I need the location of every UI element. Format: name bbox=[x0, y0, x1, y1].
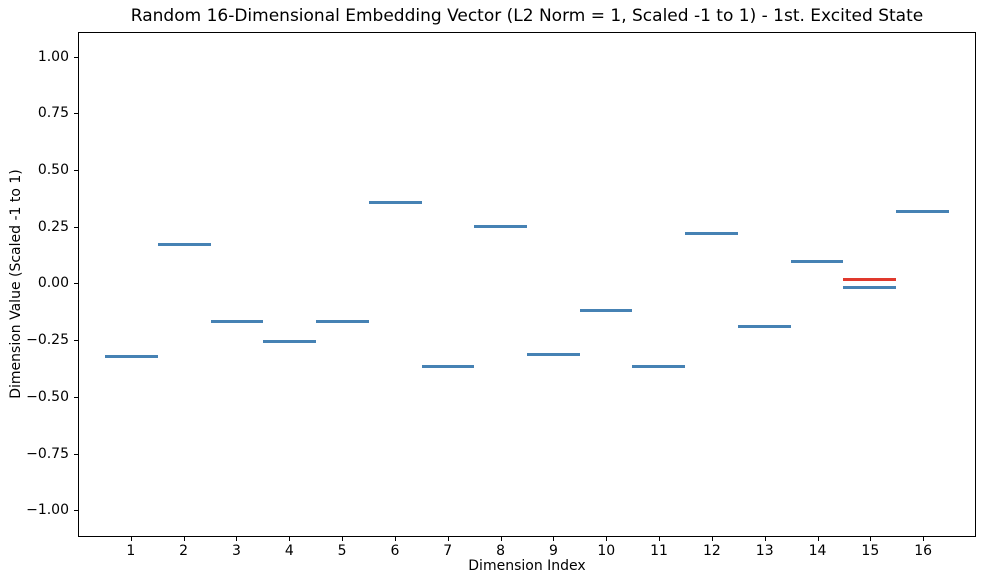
x-tick-mark bbox=[606, 537, 608, 541]
x-tick-label: 3 bbox=[232, 543, 241, 559]
segment-dim-14 bbox=[790, 260, 844, 264]
y-tick-mark bbox=[74, 453, 78, 455]
segment-dim-13 bbox=[737, 324, 791, 328]
y-tick-label: −0.75 bbox=[26, 445, 69, 462]
plot-area bbox=[78, 32, 976, 537]
segment-dim-2 bbox=[158, 243, 211, 247]
segment-dim-9 bbox=[527, 352, 580, 356]
x-tick-mark bbox=[289, 537, 291, 541]
segment-dim-10 bbox=[579, 309, 633, 313]
x-tick-label: 16 bbox=[914, 543, 933, 559]
x-tick-mark bbox=[923, 537, 925, 541]
x-tick-mark bbox=[711, 537, 713, 541]
x-tick-mark bbox=[394, 537, 396, 541]
y-tick-label: 1.00 bbox=[37, 48, 69, 65]
x-tick-label: 8 bbox=[496, 543, 506, 559]
segment-dim-16 bbox=[895, 210, 949, 214]
segment-dim-12 bbox=[685, 232, 738, 236]
y-tick-label: −0.50 bbox=[26, 388, 69, 405]
x-tick-label: 15 bbox=[861, 543, 880, 559]
y-tick-mark bbox=[74, 396, 78, 398]
segment-dim-8 bbox=[474, 224, 527, 228]
segment-dim-4 bbox=[263, 340, 317, 344]
x-tick-label: 2 bbox=[179, 543, 189, 559]
x-tick-mark bbox=[553, 537, 555, 541]
segment-dim-11 bbox=[632, 365, 686, 369]
x-tick-label: 4 bbox=[284, 543, 294, 559]
y-tick-mark bbox=[74, 113, 78, 115]
segment-dim-3 bbox=[210, 319, 264, 323]
y-tick-mark bbox=[74, 283, 78, 285]
y-tick-label: 0.25 bbox=[37, 218, 69, 235]
segment-dim-15 bbox=[843, 285, 896, 289]
x-tick-mark bbox=[236, 537, 238, 541]
x-tick-label: 12 bbox=[702, 543, 721, 559]
x-tick-label: 9 bbox=[548, 543, 558, 559]
x-tick-mark bbox=[447, 537, 449, 541]
y-tick-label: 0.00 bbox=[37, 275, 69, 292]
y-tick-label: −0.25 bbox=[26, 332, 69, 349]
y-tick-mark bbox=[74, 56, 78, 58]
y-tick-label: 0.75 bbox=[37, 105, 69, 122]
x-tick-label: 6 bbox=[390, 543, 400, 559]
highlight-segment-dim-15 bbox=[843, 278, 896, 282]
chart-title: Random 16-Dimensional Embedding Vector (… bbox=[130, 6, 924, 26]
x-axis-label: Dimension Index bbox=[468, 558, 586, 574]
x-tick-mark bbox=[342, 537, 344, 541]
y-tick-label: −1.00 bbox=[26, 502, 69, 519]
x-tick-label: 13 bbox=[755, 543, 774, 559]
x-tick-label: 7 bbox=[443, 543, 453, 559]
y-tick-mark bbox=[74, 169, 78, 171]
x-tick-label: 5 bbox=[337, 543, 347, 559]
y-tick-mark bbox=[74, 510, 78, 512]
x-tick-label: 1 bbox=[126, 543, 136, 559]
x-tick-label: 10 bbox=[597, 543, 616, 559]
segment-dim-7 bbox=[421, 364, 475, 368]
x-tick-label: 11 bbox=[650, 543, 668, 559]
x-tick-mark bbox=[130, 537, 132, 541]
y-tick-label: 0.50 bbox=[37, 161, 69, 178]
y-axis-label: Dimension Value (Scaled -1 to 1) bbox=[8, 169, 24, 399]
segment-dim-5 bbox=[316, 319, 369, 323]
x-tick-mark bbox=[183, 537, 185, 541]
x-tick-mark bbox=[764, 537, 766, 541]
x-tick-mark bbox=[870, 537, 872, 541]
segment-dim-1 bbox=[105, 355, 159, 359]
x-tick-mark bbox=[500, 537, 502, 541]
y-tick-mark bbox=[74, 226, 78, 228]
x-tick-label: 14 bbox=[808, 543, 827, 559]
x-tick-mark bbox=[659, 537, 661, 541]
segment-dim-6 bbox=[368, 201, 422, 205]
x-tick-mark bbox=[817, 537, 819, 541]
y-tick-mark bbox=[74, 340, 78, 342]
